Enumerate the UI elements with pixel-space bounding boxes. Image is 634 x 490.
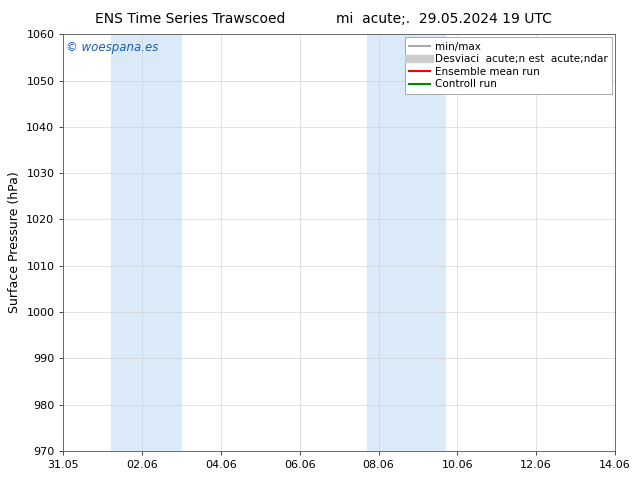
Y-axis label: Surface Pressure (hPa): Surface Pressure (hPa)	[8, 172, 21, 314]
Bar	[111, 34, 181, 451]
Text: ENS Time Series Trawscoed: ENS Time Series Trawscoed	[95, 12, 285, 26]
Text: © woespana.es: © woespana.es	[66, 41, 158, 53]
Legend: min/max, Desviaci  acute;n est  acute;ndar, Ensemble mean run, Controll run: min/max, Desviaci acute;n est acute;ndar…	[404, 37, 612, 94]
Text: mi  acute;.  29.05.2024 19 UTC: mi acute;. 29.05.2024 19 UTC	[336, 12, 552, 26]
Bar	[366, 34, 446, 451]
